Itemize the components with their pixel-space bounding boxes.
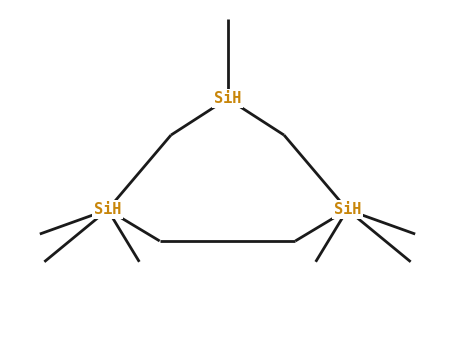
- Text: SiH: SiH: [334, 202, 361, 217]
- Text: SiH: SiH: [214, 91, 241, 106]
- Text: SiH: SiH: [94, 202, 121, 217]
